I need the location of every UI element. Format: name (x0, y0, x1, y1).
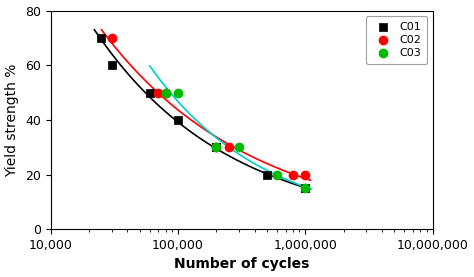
C03 (174, 90, 182, 95)
C03 (162, 90, 170, 95)
C01 (212, 145, 220, 149)
C02 (212, 145, 220, 149)
C02 (108, 36, 115, 40)
Y-axis label: Yield strength %: Yield strength % (6, 63, 19, 176)
C01 (301, 186, 309, 190)
C01 (108, 63, 115, 67)
C01 (301, 186, 309, 190)
X-axis label: Number of cycles: Number of cycles (174, 257, 310, 271)
C03 (273, 172, 281, 177)
C01 (98, 36, 105, 40)
C01 (263, 172, 271, 177)
C02 (225, 145, 232, 149)
C01 (212, 145, 220, 149)
C01 (146, 90, 154, 95)
C02 (289, 172, 297, 177)
C03 (235, 145, 243, 149)
C02 (162, 90, 170, 95)
C02 (155, 90, 162, 95)
C02 (301, 172, 309, 177)
Legend: C01, C02, C03: C01, C02, C03 (366, 16, 427, 64)
C03 (301, 186, 309, 190)
C01 (174, 118, 182, 122)
C03 (212, 145, 220, 149)
